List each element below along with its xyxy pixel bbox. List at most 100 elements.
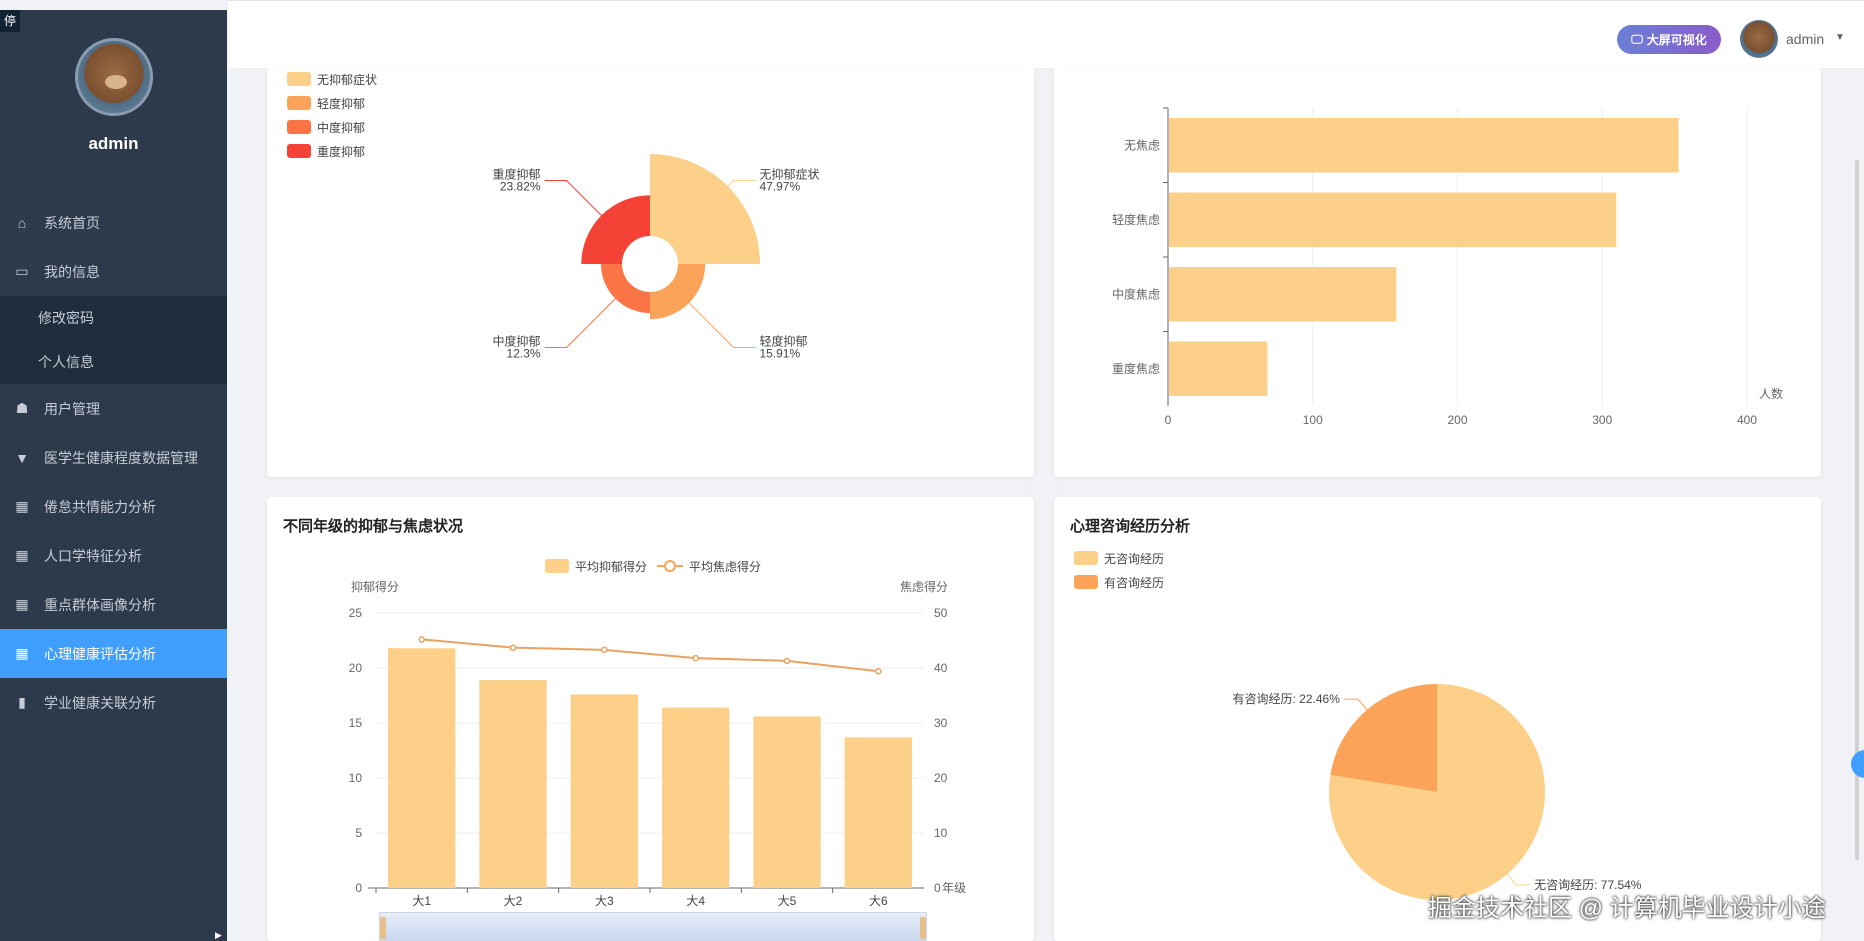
database-icon: ▼	[15, 449, 29, 466]
anxiety-x-tick: 0	[1165, 413, 1172, 427]
depression-legend-label: 无抑郁症状	[317, 72, 377, 87]
depression-slice-label: 15.91%	[759, 346, 800, 360]
counseling-slice-label: 有咨询经历: 22.46%	[1233, 691, 1341, 706]
watermark: 掘金技术社区 @ 计算机毕业设计小途	[1428, 895, 1826, 922]
sidebar-item-2[interactable]: 修改密码	[0, 296, 227, 340]
page-scrollbar[interactable]	[1855, 160, 1859, 860]
anxiety-x-axis-label: 人数	[1759, 386, 1783, 401]
big-screen-label: 大屏可视化	[1646, 33, 1707, 47]
grade-bar	[844, 737, 912, 888]
grade-x-tick: 大3	[595, 894, 614, 908]
anxiety-category-label: 轻度焦虑	[1112, 212, 1160, 227]
sidebar-item-4[interactable]: ☗ 用户管理	[0, 384, 227, 433]
depression-legend-swatch	[287, 72, 311, 86]
grade-x-tick: 大6	[869, 894, 888, 908]
grade-anxiety-line	[421, 638, 879, 673]
card-depression-pie: 无抑郁症状 轻度抑郁 中度抑郁 重度抑郁 无抑郁症状 47.97% 轻度抑郁 15.91% 中度…	[267, 68, 1034, 477]
zoom-handle-right[interactable]	[920, 917, 926, 939]
header-username[interactable]: admin	[1786, 31, 1825, 47]
grade-bar	[388, 648, 456, 888]
grid-icon: ▦	[15, 547, 29, 563]
anxiety-category-label: 无焦虑	[1124, 138, 1160, 152]
depression-label-line	[724, 180, 756, 190]
grade-y-right-tick: 40	[934, 661, 948, 675]
sidebar-item-0[interactable]: ⌂ 系统首页	[0, 198, 227, 247]
counseling-label-line	[1506, 873, 1531, 886]
grade-x-tick: 大1	[412, 894, 431, 908]
side-float-button[interactable]	[1851, 750, 1864, 778]
counseling-legend-swatch	[1074, 575, 1098, 589]
sidebar-item-label: 个人信息	[38, 354, 94, 370]
sidebar-item-label: 倦怠共情能力分析	[44, 498, 156, 515]
caret-down-icon[interactable]: ▼	[1835, 32, 1845, 43]
grade-bar	[570, 694, 638, 888]
sidebar-item-1[interactable]: ▭ 我的信息	[0, 247, 227, 296]
sidebar-item-label: 用户管理	[44, 400, 100, 417]
home-icon: ⌂	[17, 214, 27, 231]
grade-bar	[479, 680, 547, 888]
sidebar-item-3[interactable]: 个人信息	[0, 340, 227, 384]
top-header: 🖵 大屏可视化 admin ▼	[228, 0, 1864, 68]
grade-y-left-label: 抑郁得分	[351, 579, 399, 594]
depression-slice-label: 47.97%	[759, 180, 800, 194]
sidebar-item-label: 医学生健康程度数据管理	[44, 449, 198, 466]
sidebar-item-8[interactable]: ▦ 重点群体画像分析	[0, 580, 227, 629]
avatar[interactable]	[74, 38, 153, 116]
grade-y-left-tick: 25	[349, 606, 363, 620]
anxiety-bar	[1169, 267, 1397, 322]
depression-legend-label: 中度抑郁	[317, 120, 365, 135]
anxiety-bar	[1169, 192, 1617, 247]
counseling-legend-label: 无咨询经历	[1104, 551, 1164, 566]
depression-slice-label: 12.3%	[507, 346, 541, 360]
counseling-label-line	[1343, 698, 1368, 711]
grade-bar	[662, 707, 730, 888]
depression-slice-name: 无抑郁症状	[759, 167, 819, 182]
grade-bar	[753, 716, 821, 888]
grade-y-right-tick: 0	[934, 881, 941, 895]
depression-slice-label: 23.82%	[500, 180, 541, 194]
depression-pie-chart: 无抑郁症状轻度抑郁中度抑郁重度抑郁无抑郁症状47.97%轻度抑郁15.91%中度…	[287, 72, 819, 360]
grade-x-tick: 大2	[504, 894, 523, 908]
sidebar-item-7[interactable]: ▦ 人口学特征分析	[0, 531, 227, 580]
depression-legend-swatch	[287, 144, 311, 158]
sidebar-item-9[interactable]: ▦ 心理健康评估分析	[0, 629, 227, 678]
sidebar-item-label: 我的信息	[44, 263, 100, 280]
counseling-legend-label: 有咨询经历	[1104, 575, 1164, 590]
grade-y-right-label: 焦虑得分	[900, 579, 948, 594]
depression-legend-label: 轻度抑郁	[317, 96, 365, 111]
depression-slice	[650, 154, 760, 264]
anxiety-category-label: 中度焦虑	[1112, 286, 1160, 301]
grade-y-left-tick: 10	[349, 771, 363, 785]
grade-anxiety-point	[418, 636, 425, 643]
grade-y-right-tick: 50	[934, 606, 948, 620]
scroll-right-icon[interactable]: ▶	[215, 930, 222, 940]
anxiety-x-tick: 200	[1447, 413, 1467, 427]
sidebar-item-6[interactable]: ▦ 倦怠共情能力分析	[0, 482, 227, 531]
grid-icon: ▦	[15, 645, 29, 661]
anxiety-x-tick: 300	[1592, 413, 1612, 427]
grade-legend-line-label: 平均焦虑得分	[689, 559, 761, 574]
grade-y-right-tick: 20	[934, 771, 948, 785]
data-zoom-slider[interactable]	[379, 912, 927, 941]
bar-chart-icon: ▮	[18, 694, 26, 710]
sidebar: 停 admin ⌂ 系统首页 ▭ 我的信息 修改密码 个人信息 ☗ 用户管理 ▼ 医学生健康程度数…	[0, 10, 227, 941]
monitor-icon: 🖵	[1631, 32, 1643, 46]
sidebar-item-5[interactable]: ▼ 医学生健康程度数据管理	[0, 433, 227, 482]
grade-anxiety-point	[783, 657, 791, 665]
sidebar-item-10[interactable]: ▮ 学业健康关联分析	[0, 678, 227, 727]
depression-label-line	[544, 295, 619, 348]
big-screen-button[interactable]: 🖵 大屏可视化	[1617, 25, 1721, 54]
sidebar-item-label: 重点群体画像分析	[44, 596, 156, 613]
grade-y-right-tick: 30	[934, 716, 948, 730]
header-avatar[interactable]	[1740, 20, 1778, 58]
sidebar-profile: admin	[0, 38, 227, 154]
user-manage-icon: ☗	[15, 400, 29, 416]
grade-legend-bar-label: 平均抑郁得分	[575, 559, 647, 574]
sidebar-item-label: 人口学特征分析	[44, 547, 142, 564]
zoom-handle-left[interactable]	[380, 917, 386, 939]
grade-chart-title: 不同年级的抑郁与焦虑状况	[283, 518, 464, 535]
grade-y-left-tick: 20	[349, 661, 363, 675]
